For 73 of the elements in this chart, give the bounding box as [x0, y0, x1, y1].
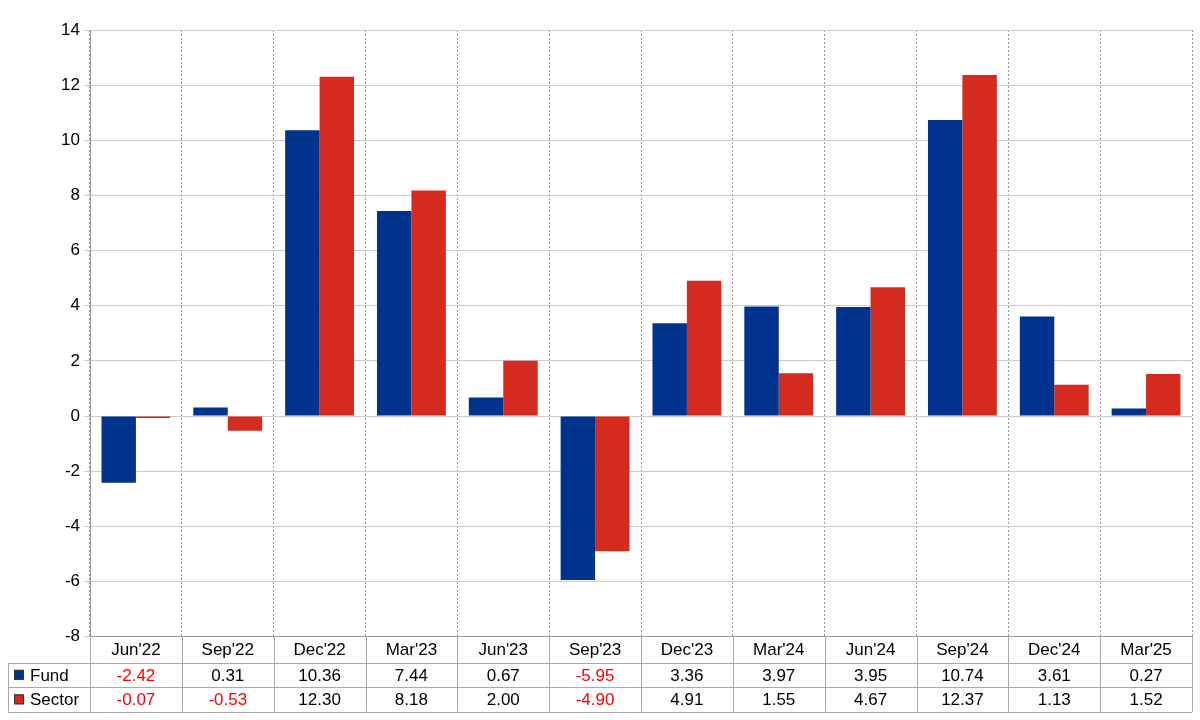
text: 12.30 [298, 690, 341, 710]
text: -4.90 [575, 690, 615, 710]
x-tick-label: Dec'22 [293, 640, 346, 660]
y-tick-label: 10 [61, 129, 80, 149]
bar [376, 210, 412, 416]
bar [652, 323, 687, 416]
text: 12.37 [941, 690, 984, 710]
bar [319, 76, 355, 416]
text: 3.97 [762, 665, 796, 685]
bar [227, 416, 263, 431]
bar [560, 416, 596, 581]
text: 4.67 [854, 690, 888, 710]
bar [1019, 316, 1055, 416]
text: 4.91 [670, 690, 704, 710]
y-tick-label: 12 [61, 74, 80, 94]
x-tick-label: Jun'23 [478, 640, 529, 660]
bar [1111, 408, 1147, 416]
x-tick-label: Sep'24 [936, 640, 989, 660]
text: 10.74 [941, 665, 984, 685]
text: 0.27 [1129, 665, 1163, 685]
bar [101, 416, 136, 483]
text: 3.36 [670, 665, 704, 685]
text: -2.42 [116, 665, 156, 685]
text: 10.36 [298, 665, 341, 685]
x-tick-label: Sep'23 [568, 640, 622, 660]
y-tick-label: -2 [64, 460, 80, 480]
y-tick-label: 14 [61, 19, 80, 39]
x-tick-label: Mar'25 [1120, 640, 1172, 660]
bar [411, 190, 446, 416]
bar [1146, 374, 1181, 416]
text: 0.31 [211, 665, 245, 685]
text: 1.55 [762, 690, 796, 710]
x-tick-label: Mar'24 [753, 640, 805, 660]
y-tick-label: 4 [70, 295, 80, 315]
bar [468, 397, 504, 416]
text: 3.95 [854, 665, 888, 685]
legend-label: Sector [30, 690, 80, 710]
text: 3.61 [1037, 665, 1071, 685]
bar [193, 407, 228, 416]
bar [595, 416, 630, 552]
x-tick-label: Jun'22 [111, 640, 161, 660]
bar [285, 130, 320, 416]
text: 1.13 [1037, 690, 1071, 710]
y-tick-label: 2 [70, 350, 80, 370]
text: 7.44 [394, 665, 428, 685]
x-tick-label: Dec'23 [660, 640, 714, 660]
legend-label: Fund [30, 665, 69, 685]
bar [836, 307, 871, 416]
bar [1054, 384, 1089, 416]
y-tick-label: 0 [70, 405, 80, 425]
text: -0.53 [208, 690, 248, 710]
bar [778, 373, 814, 416]
y-tick-label: -8 [64, 626, 80, 646]
bar [962, 74, 997, 416]
y-tick-label: 6 [70, 240, 80, 260]
text: -0.07 [116, 690, 156, 710]
bar [744, 306, 779, 416]
x-tick-label: Mar'23 [385, 640, 438, 660]
bar [503, 360, 538, 416]
x-tick-label: Sep'22 [201, 640, 254, 660]
bar [870, 287, 906, 416]
text: 2.00 [486, 690, 520, 710]
text: 1.52 [1129, 690, 1163, 710]
bar [686, 280, 722, 416]
text: 8.18 [394, 690, 428, 710]
y-tick-label: -4 [64, 516, 80, 535]
y-tick-label: -6 [64, 571, 80, 591]
x-tick-label: Dec'24 [1028, 640, 1081, 660]
bar [927, 119, 963, 416]
x-tick-label: Jun'24 [845, 640, 896, 660]
y-tick-label: 8 [70, 185, 80, 205]
text: 0.67 [486, 665, 520, 685]
text: -5.95 [575, 665, 615, 685]
